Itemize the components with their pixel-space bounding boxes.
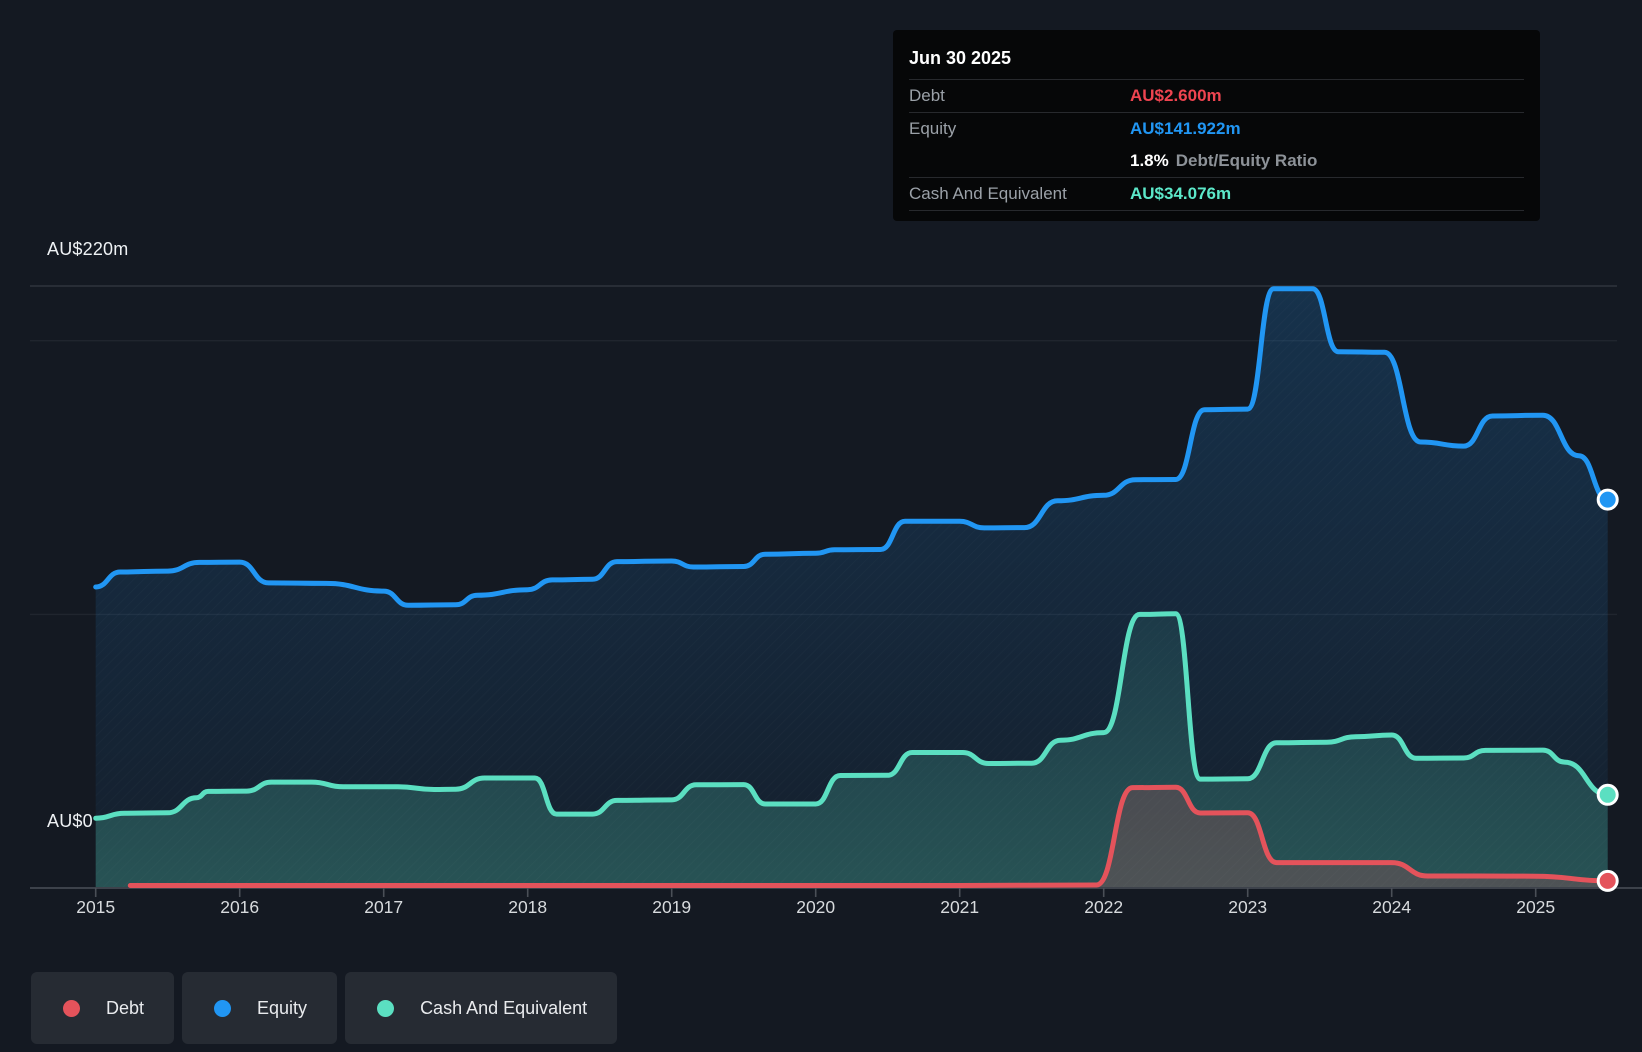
x-label-2022: 2022 — [1084, 897, 1123, 917]
cash-line[interactable] — [93, 611, 1611, 821]
tooltip-equity-label: Equity — [909, 119, 957, 138]
x-label-2018: 2018 — [508, 897, 547, 917]
tooltip-row-ratio: 1.8% Debt/Equity Ratio — [909, 145, 1524, 177]
x-label-2019: 2019 — [652, 897, 691, 917]
legend-cash-label: Cash And Equivalent — [420, 997, 588, 1018]
tooltip-cash-label: Cash And Equivalent — [909, 184, 1067, 203]
legend-toggle-debt[interactable]: Debt — [31, 972, 175, 1044]
legend-equity-label: Equity — [257, 997, 308, 1018]
tooltip-equity-value: AU$141.922m — [1130, 119, 1241, 138]
x-label-2021: 2021 — [940, 897, 979, 917]
tooltip-date: Jun 30 2025 — [909, 48, 1012, 68]
legend-toggle-equity[interactable]: Equity — [182, 972, 338, 1044]
x-label-2020: 2020 — [796, 897, 835, 917]
equity-line[interactable] — [93, 286, 1611, 608]
tooltip-row-equity: Equity AU$141.922m — [909, 112, 1524, 145]
x-label-2015: 2015 — [76, 897, 115, 917]
debt-series-dot-icon — [63, 999, 80, 1017]
legend-toggle-cash[interactable]: Cash And Equivalent — [345, 972, 618, 1044]
legend-debt-label: Debt — [106, 997, 145, 1018]
y-axis-label-zero: AU$0 — [47, 811, 93, 831]
tooltip-debt-label: Debt — [909, 86, 945, 105]
debt-end-marker[interactable] — [1596, 869, 1619, 892]
equity-end-marker[interactable] — [1596, 488, 1619, 511]
x-label-2017: 2017 — [364, 897, 403, 917]
x-label-2025: 2025 — [1516, 897, 1555, 917]
equity-series-dot-icon — [214, 999, 232, 1017]
cash-series-dot-icon — [377, 999, 395, 1017]
cash-end-marker[interactable] — [1596, 783, 1619, 806]
tooltip-row-debt: Debt AU$2.600m — [909, 79, 1524, 112]
y-axis-label-max: AU$220m — [47, 239, 129, 259]
x-label-2024: 2024 — [1372, 897, 1411, 917]
tooltip-cash-value: AU$34.076m — [1130, 184, 1232, 203]
tooltip-ratio-value: 1.8% — [1130, 151, 1169, 170]
debt-line[interactable] — [127, 784, 1611, 889]
tooltip-debt-value: AU$2.600m — [1130, 86, 1222, 105]
chart-legend: Debt Equity Cash And Equivalent — [31, 972, 618, 1044]
x-label-2023: 2023 — [1228, 897, 1267, 917]
tooltip-row-cash: Cash And Equivalent AU$34.076m — [909, 177, 1524, 211]
x-label-2016: 2016 — [220, 897, 259, 917]
tooltip-ratio-label: Debt/Equity Ratio — [1175, 151, 1318, 170]
fill-texture — [95, 288, 1608, 888]
chart-tooltip: Jun 30 2025 Debt AU$2.600m Equity AU$141… — [893, 30, 1540, 221]
